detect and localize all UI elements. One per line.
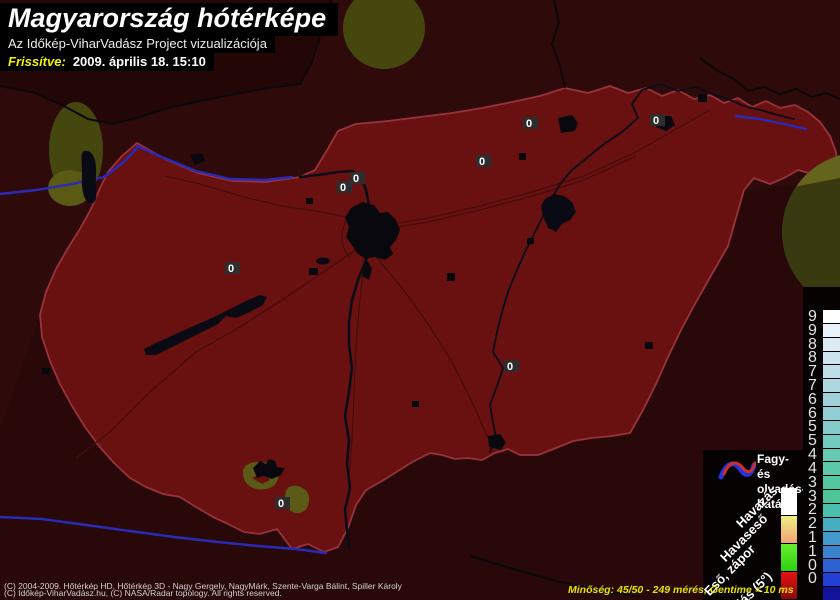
updated-timestamp: 2009. április 18. 15:10 [72, 54, 206, 69]
scale-color-cell [823, 504, 840, 518]
road-network [75, 109, 711, 477]
scale-color-cell [823, 323, 840, 338]
scale-color-cell [823, 393, 840, 408]
svg-text:0: 0 [278, 498, 284, 510]
scale-colorbar [823, 310, 840, 600]
lake-velence [316, 257, 330, 265]
svg-text:0: 0 [526, 118, 532, 130]
station-marker: 0 [275, 497, 290, 510]
scale-number: 3 [808, 487, 817, 505]
country-shape-hungary [39, 85, 839, 553]
boundary-label-line1: Fagy- és [757, 452, 790, 481]
scale-color-cell [823, 379, 840, 394]
budapest-city-area [345, 202, 400, 260]
scale-color-cell [823, 531, 840, 546]
tisza-river [489, 89, 643, 453]
scale-color-cell [823, 407, 840, 421]
scale-number: 8 [808, 349, 817, 367]
lake-balaton [144, 295, 267, 355]
scale-color-cell [823, 517, 840, 532]
scale-color-cell [823, 573, 840, 588]
boundary-label-line3: határ [757, 497, 787, 511]
scale-number: 9 [808, 308, 817, 325]
station-marker: 0 [337, 181, 352, 194]
scale-color-cell [823, 420, 840, 435]
precip-color-cell [781, 488, 797, 516]
copyright-line-2: (C) Időkép-ViharVadász.hu, (C) NASA/Rada… [4, 588, 282, 598]
scale-color-cell [823, 462, 840, 477]
scale-color-cell [823, 351, 840, 366]
scale-number: 2 [808, 515, 817, 533]
scale-number: 4 [808, 459, 817, 477]
lake-tisza [541, 194, 576, 232]
danube-blue-border [135, 144, 294, 182]
svg-text:0: 0 [340, 182, 346, 194]
station-marker: 0 [350, 172, 365, 185]
svg-text:0: 0 [653, 115, 659, 127]
quality-status: Minőség: 45/50 - 249 mérés, Gentime = 10… [568, 584, 794, 596]
scale-color-cell [823, 434, 840, 449]
subtitle: Az Időkép-ViharVadász Project vizualizác… [0, 36, 275, 53]
precip-color-cell [781, 544, 797, 572]
station-marker: 0 [476, 155, 491, 168]
header: Magyarország hótérképe Az Időkép-ViharVa… [0, 3, 339, 71]
station-marker: 0 [504, 360, 519, 373]
svg-text:0: 0 [353, 173, 359, 185]
scale-number: 9 [808, 321, 817, 339]
scale-number: 3 [808, 473, 817, 491]
svg-text:0: 0 [507, 361, 513, 373]
scale-number: 6 [808, 390, 817, 408]
scale-color-cell [823, 559, 840, 574]
drava-river-blue [0, 515, 328, 555]
scale-number: 6 [808, 404, 817, 422]
station-marker: 0 [225, 262, 240, 275]
scale-number: 0 [808, 570, 817, 588]
copyright-line-1: (C) 2004-2009. Hőtérkép HD, Hőtérkép 3D … [4, 581, 402, 591]
svg-text:0: 0 [479, 156, 485, 168]
city-patches [42, 94, 707, 479]
radar-clutter-blob-west-bright [48, 170, 92, 206]
scale-number: 7 [808, 377, 817, 395]
scale-color-cell [823, 448, 840, 463]
scale-color-cell [823, 545, 840, 560]
updated-line: Frissítve: 2009. április 18. 15:10 [0, 53, 214, 71]
svg-text:0: 0 [228, 263, 234, 275]
page-title: Magyarország hótérképe [0, 3, 339, 36]
scale-color-cell [823, 337, 840, 352]
station-marker: 0 [650, 114, 665, 127]
precip-type-colorbar [781, 488, 797, 600]
scale-number: 2 [808, 501, 817, 519]
legend-panel: Fagy- és olvadás- határ HavazásHavasesőE… [701, 450, 806, 600]
scale-color-cell [823, 310, 840, 324]
scale-color-cell [823, 587, 840, 600]
freeze-melt-boundary-icon [718, 461, 756, 480]
scale-number: 0 [808, 556, 817, 574]
scale-color-cell [823, 365, 840, 380]
precip-color-cell [781, 516, 797, 544]
scale-number: 1 [808, 542, 817, 560]
tisza-blue-northeast [734, 114, 808, 131]
upper-tisza-river [641, 83, 795, 120]
scale-number: 5 [808, 432, 817, 450]
station-marker: 0 [523, 117, 538, 130]
lake-neusiedl [81, 150, 97, 204]
radar-clutter-blob-north [343, 0, 425, 69]
scale-color-cell [823, 490, 840, 505]
scale-color-cell [823, 476, 840, 491]
scale-number: 7 [808, 363, 817, 381]
radar-clutter-blob-south-b [284, 485, 310, 514]
scale-number: 5 [808, 418, 817, 436]
outside-region-southeast [0, 180, 840, 600]
scale-number: 1 [808, 528, 817, 546]
updated-label: Frissítve: [8, 54, 66, 69]
scale-number: 8 [808, 335, 817, 353]
scale-number: 4 [808, 446, 817, 464]
